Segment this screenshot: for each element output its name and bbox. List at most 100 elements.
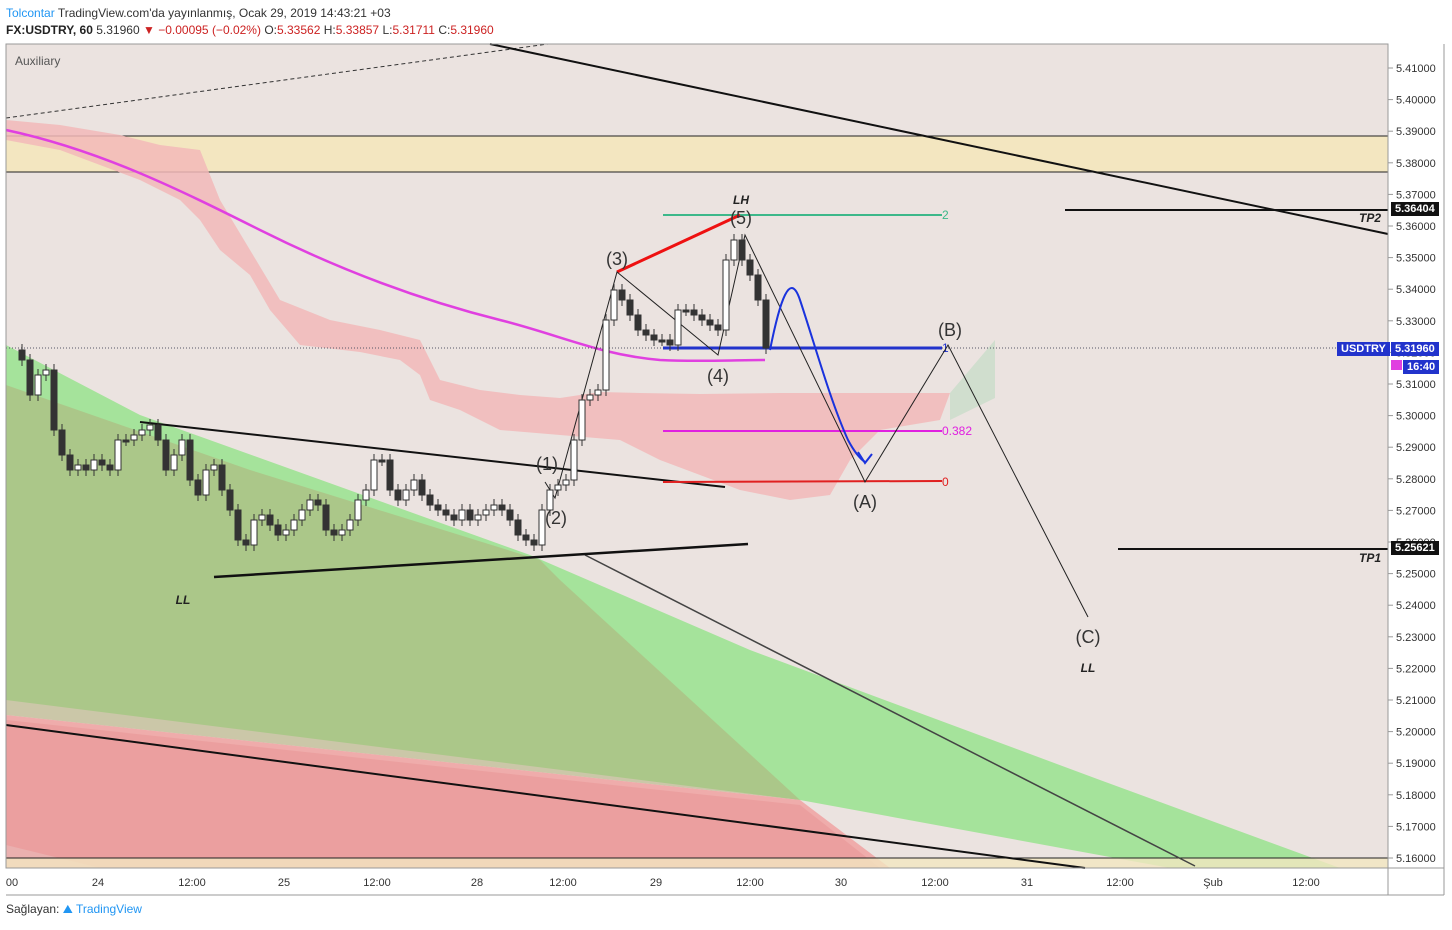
candle-down bbox=[386, 459, 394, 491]
projection-arrow-icon bbox=[857, 451, 873, 465]
fib-label-1: 1 bbox=[942, 341, 949, 355]
price-axis[interactable]: 5.41000 5.40000 5.39000 5.38000 5.37000 5.360… bbox=[1388, 63, 1436, 865]
lh-label: LH bbox=[733, 193, 749, 207]
candle-down bbox=[106, 464, 114, 471]
candle-down bbox=[242, 539, 250, 546]
wave-label-3: (3) bbox=[606, 249, 628, 269]
candle-down bbox=[666, 339, 674, 346]
candles bbox=[18, 234, 770, 551]
footer: Sağlayan: ⛰ TradingView bbox=[6, 902, 142, 917]
price-tick-label: 5.21000 bbox=[1396, 695, 1436, 707]
price-tick-label: 5.31000 bbox=[1396, 379, 1436, 391]
candle-up bbox=[210, 464, 218, 471]
candle-down bbox=[634, 314, 642, 331]
wedge-upper-line bbox=[139, 421, 726, 488]
wedge-lower-line bbox=[213, 542, 749, 579]
elliott-wave-path bbox=[544, 233, 1089, 618]
price-tick-label: 5.30000 bbox=[1396, 411, 1436, 423]
candle-down bbox=[746, 259, 754, 276]
candle-down bbox=[322, 504, 330, 531]
time-tick-label: 30 bbox=[835, 877, 847, 889]
high-label: H: bbox=[323, 23, 336, 37]
wave-label-1: (1) bbox=[536, 454, 558, 474]
candle-down bbox=[530, 539, 538, 546]
candle-down bbox=[266, 514, 274, 526]
price-tick-label: 5.39000 bbox=[1396, 126, 1436, 138]
price-tick-label: 5.17000 bbox=[1396, 821, 1436, 833]
time-axis[interactable]: 00 24 12:00 25 12:00 28 12:00 29 12:00 30 12:00 31 1… bbox=[6, 877, 1320, 889]
wave-label-B: (B) bbox=[938, 320, 962, 340]
candle-up bbox=[290, 519, 298, 531]
down-arrow-icon: ▼ bbox=[142, 23, 155, 37]
candle-down bbox=[466, 509, 474, 521]
candle-up bbox=[474, 514, 482, 521]
candle-up bbox=[114, 439, 122, 471]
candle-up bbox=[482, 509, 490, 516]
candle-down bbox=[26, 359, 34, 396]
candle-up bbox=[578, 399, 586, 441]
candle-up bbox=[554, 484, 562, 491]
candle-up bbox=[602, 319, 610, 391]
close-value: 5.31960 bbox=[450, 23, 494, 37]
bottom-zone bbox=[6, 858, 1388, 868]
symbol-name: FX:USDTRY, 60 bbox=[6, 23, 93, 37]
candle-down bbox=[418, 479, 426, 496]
candle-up bbox=[538, 509, 546, 546]
candle-down bbox=[738, 239, 746, 261]
price-tick-label: 5.24000 bbox=[1396, 600, 1436, 612]
candle-up bbox=[250, 519, 258, 546]
time-tick-label: 12:00 bbox=[363, 877, 391, 889]
candle-up bbox=[730, 239, 738, 261]
time-tick-label: 12:00 bbox=[736, 877, 764, 889]
channel-line bbox=[584, 554, 1196, 867]
time-tick-label: 24 bbox=[92, 877, 104, 889]
price-tick-label: 5.23000 bbox=[1396, 632, 1436, 644]
candle-up bbox=[458, 509, 466, 521]
price-tick-label: 5.36000 bbox=[1396, 221, 1436, 233]
candle-down bbox=[650, 334, 658, 341]
candle-up bbox=[346, 519, 354, 531]
candle-down bbox=[706, 319, 714, 326]
wave-label-A: (A) bbox=[853, 492, 877, 512]
candle-up bbox=[258, 514, 266, 521]
candle-down bbox=[122, 439, 130, 443]
candle-down bbox=[642, 329, 650, 336]
candle-down bbox=[714, 324, 722, 331]
candle-down bbox=[218, 464, 226, 491]
open-label: O: bbox=[264, 23, 277, 37]
projection-curve bbox=[769, 287, 866, 463]
open-value: 5.33562 bbox=[276, 23, 321, 37]
chart-header: Tolcontar TradingView.com'da yayınlanmış… bbox=[6, 4, 391, 22]
candle-up bbox=[298, 509, 306, 521]
price-chart[interactable]: 2 1 0.382 0 (1) (2) (3) (4) (5) (A) (B) … bbox=[0, 0, 1452, 900]
time-tick-label: 12:00 bbox=[178, 877, 206, 889]
candle-down bbox=[450, 514, 458, 521]
author-link[interactable]: Tolcontar bbox=[6, 6, 55, 20]
candle-up bbox=[362, 489, 370, 501]
tradingview-link[interactable]: TradingView bbox=[75, 902, 142, 916]
price-tick-label: 5.38000 bbox=[1396, 158, 1436, 170]
ll-label-right: LL bbox=[1081, 661, 1096, 675]
candle-down bbox=[506, 509, 514, 521]
candle-up bbox=[610, 289, 618, 321]
wave-label-4: (4) bbox=[707, 366, 729, 386]
candle-up bbox=[546, 489, 554, 511]
fib-label-0382: 0.382 bbox=[942, 424, 972, 438]
resistance-zone bbox=[6, 136, 1388, 172]
low-label: L: bbox=[382, 23, 393, 37]
tradingview-logo-icon[interactable]: ⛰ bbox=[62, 902, 73, 916]
ema-price-marker bbox=[1391, 360, 1402, 370]
time-tick-label: 12:00 bbox=[921, 877, 949, 889]
price-tick-label: 5.19000 bbox=[1396, 758, 1436, 770]
candle-down bbox=[626, 299, 634, 316]
candle-down bbox=[682, 309, 690, 313]
candle-down bbox=[514, 519, 522, 536]
candle-down bbox=[378, 459, 386, 463]
dashed-trendline bbox=[5, 43, 549, 119]
candle-down bbox=[66, 454, 74, 471]
ema-line bbox=[5, 128, 766, 363]
fib-label-2: 2 bbox=[942, 208, 949, 222]
candle-down bbox=[58, 429, 66, 456]
candle-up bbox=[562, 479, 570, 486]
candle-down bbox=[698, 314, 706, 321]
